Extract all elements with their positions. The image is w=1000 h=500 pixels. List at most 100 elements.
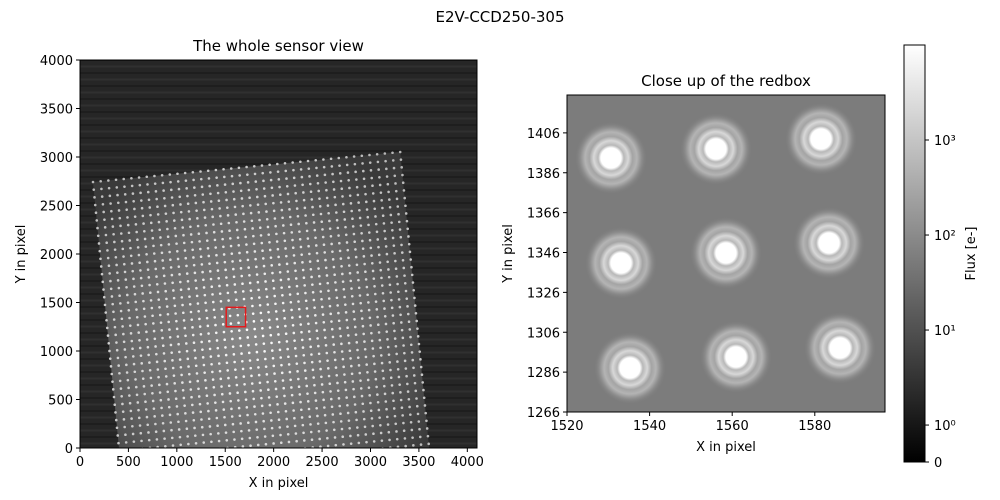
spot: [298, 238, 302, 241]
spot: [311, 283, 314, 286]
spot: [315, 329, 319, 333]
spot: [100, 187, 103, 191]
spot: [289, 378, 292, 382]
spot: [134, 378, 137, 381]
spot: [170, 428, 173, 432]
spot: [308, 415, 312, 418]
spot: [175, 483, 178, 486]
spot: [289, 223, 293, 226]
spot: [229, 477, 232, 480]
spot: [237, 399, 240, 402]
spot: [362, 255, 366, 258]
spot: [303, 206, 307, 210]
spot: [146, 183, 149, 186]
spot: [332, 343, 336, 346]
spot: [156, 445, 159, 448]
spot: [306, 159, 310, 163]
spot: [126, 216, 129, 219]
spot: [171, 203, 175, 207]
spot: [137, 408, 140, 412]
spot: [158, 313, 162, 317]
spot: [252, 164, 256, 168]
spot: [137, 331, 141, 334]
spot: [125, 285, 128, 289]
spot: [256, 203, 260, 206]
spot: [109, 202, 112, 205]
spot: [350, 372, 354, 376]
spot: [242, 297, 246, 301]
spot: [299, 323, 303, 326]
spot: [267, 396, 271, 399]
spot: [247, 343, 250, 347]
spot: [217, 354, 220, 358]
spot: [307, 244, 310, 248]
spot: [359, 387, 363, 390]
spot: [268, 163, 271, 167]
spot: [289, 300, 293, 304]
spot: [377, 168, 380, 171]
x-tick-label: 1000: [160, 455, 193, 470]
spot: [337, 156, 341, 160]
spot: [400, 243, 403, 247]
spot: [115, 263, 118, 267]
spot: [171, 444, 175, 447]
spot: [306, 237, 310, 240]
spot: [283, 161, 287, 165]
spot: [100, 195, 104, 198]
spot: [257, 366, 260, 369]
spot: [112, 310, 115, 314]
spot: [249, 366, 253, 370]
spot: [394, 344, 398, 348]
spot: [299, 168, 303, 171]
psf: [594, 332, 666, 404]
spot: [143, 237, 147, 241]
y-tick-label: 2000: [40, 248, 73, 263]
spot: [392, 407, 396, 410]
spot: [324, 258, 327, 262]
spot: [305, 307, 309, 310]
spot: [230, 407, 233, 411]
spot: [301, 261, 304, 264]
spot: [270, 186, 274, 190]
spot: [403, 274, 406, 277]
spot: [414, 311, 418, 315]
spot: [385, 175, 389, 178]
spot: [183, 249, 187, 252]
spot: [123, 270, 127, 274]
spot: [216, 424, 219, 427]
spot: [223, 175, 226, 179]
spot: [405, 374, 408, 378]
spot: [128, 472, 131, 475]
spot: [308, 337, 312, 341]
spot: [381, 214, 385, 217]
colorbar-tick-label: 0: [934, 456, 942, 471]
spot: [374, 215, 377, 218]
spot: [365, 200, 368, 204]
spot: [283, 317, 286, 320]
spot: [221, 315, 224, 318]
spot: [405, 219, 409, 223]
spot: [110, 295, 114, 298]
spot: [169, 258, 172, 262]
colorbar-tick-label: 10¹: [934, 324, 956, 339]
spot: [108, 357, 112, 360]
spot: [242, 375, 246, 378]
spot: [331, 250, 334, 253]
spot: [221, 400, 225, 404]
spot: [141, 214, 145, 218]
spot: [328, 304, 332, 308]
spot: [406, 305, 409, 308]
spot: [286, 347, 289, 351]
spot: [155, 438, 159, 441]
spot: [239, 181, 242, 185]
spot: [194, 442, 198, 445]
spot: [295, 199, 298, 203]
spot: [348, 271, 352, 275]
spot: [177, 187, 181, 191]
spot: [425, 419, 428, 423]
spot: [277, 340, 281, 344]
spot: [108, 349, 111, 353]
spot: [123, 185, 126, 188]
spot: [404, 212, 408, 215]
spot: [108, 272, 111, 275]
